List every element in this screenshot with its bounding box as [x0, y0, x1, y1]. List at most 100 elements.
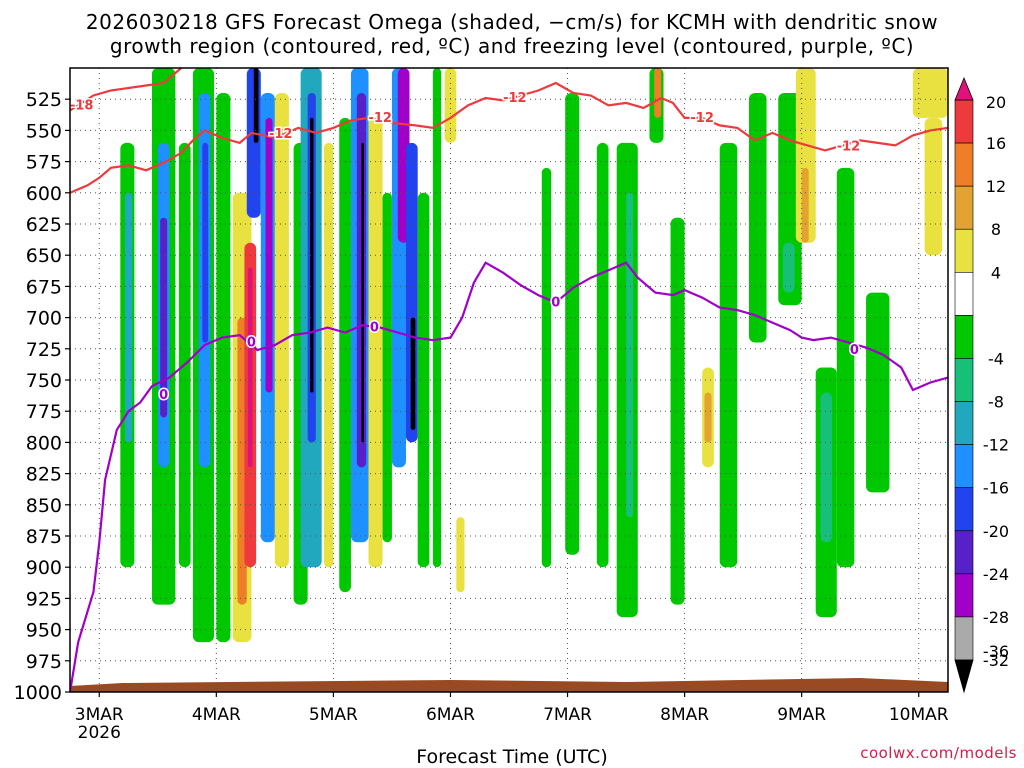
omega-cell [247, 267, 253, 468]
colorbar-tick-label: -32 [983, 651, 1009, 670]
omega-cell [719, 142, 738, 568]
omega-cell [565, 92, 580, 555]
colorbar-bottom-arrow [954, 659, 974, 694]
x-year-label: 2026 [78, 723, 121, 743]
omega-cell [274, 92, 289, 568]
y-tick-label: 775 [26, 401, 62, 423]
colorbar-bin [954, 315, 974, 359]
colorbar: 20 16 12 8 4 -4 -8 -12 -16 -20 -24 -28 -32-36 [954, 76, 1009, 694]
omega-cell [361, 142, 364, 443]
x-tick-label: 6MAR [426, 705, 475, 725]
freezing-contour-label: 0 [159, 388, 168, 403]
ground-surface [70, 678, 948, 692]
axes: 525 550 575 600 625 650 675 700 725 750 775 800 825 8… [14, 89, 949, 743]
freezing-contour-label: 0 [551, 296, 560, 311]
x-tick-label: 3MAR [75, 705, 124, 725]
omega-cell [782, 242, 795, 293]
omega-cell [356, 92, 367, 468]
chart-subtitle: growth region (contoured, red, ºC) and f… [109, 34, 915, 58]
y-tick-label: 575 [26, 152, 62, 174]
colorbar-tick-label: -12 [983, 436, 1009, 455]
omega-cell [654, 68, 662, 118]
y-tick-label: 700 [26, 308, 62, 330]
freezing-level-contour [70, 261, 948, 692]
omega-cell [912, 68, 948, 118]
y-tick-label: 625 [26, 214, 62, 236]
x-tick-label: 5MAR [309, 705, 358, 725]
y-tick-label: 725 [26, 339, 62, 361]
colorbar-bin [954, 185, 974, 230]
omega-cell [456, 517, 465, 593]
colorbar-bin [954, 272, 974, 316]
omega-cell [924, 117, 943, 256]
y-tick-label: 650 [26, 245, 62, 267]
colorbar-bin [954, 444, 974, 488]
colorbar-bin [954, 573, 974, 618]
colorbar-tick-label: -8 [988, 393, 1004, 412]
x-tick-label: 10MAR [889, 705, 949, 725]
colorbar-tick-label: 16 [986, 134, 1006, 153]
omega-cell [626, 192, 634, 518]
omega-cell [596, 142, 609, 568]
omega-cell [253, 68, 259, 143]
colorbar-bin [954, 358, 974, 402]
colorbar-tick-label: -20 [983, 522, 1009, 541]
omega-cell [704, 392, 712, 443]
omega-cell [836, 167, 855, 568]
colorbar-bin [954, 99, 974, 144]
colorbar-tick-label: 20 [986, 93, 1006, 112]
colorbar-bin [954, 228, 974, 273]
dgz-contour-label: -12 [503, 91, 527, 106]
dgz-contour-label: -12 [368, 111, 392, 126]
omega-cell [216, 92, 231, 643]
y-tick-label: 600 [26, 183, 62, 205]
credit-link[interactable]: coolwx.com/models [860, 744, 1017, 762]
colorbar-tick-label: -16 [983, 479, 1009, 498]
colorbar-tick-label: -36 [983, 642, 1009, 661]
omega-cell [178, 142, 191, 568]
freezing-contour-label: 0 [370, 321, 379, 336]
omega-cell [202, 142, 209, 343]
dgz-contour-label: -18 [70, 98, 94, 113]
y-tick-label: 1000 [14, 682, 62, 704]
y-tick-label: 525 [26, 89, 62, 111]
omega-cell [801, 167, 809, 243]
colorbar-bin [954, 616, 974, 661]
omega-cell [820, 392, 833, 543]
x-tick-label: 4MAR [192, 705, 241, 725]
x-tick-label: 8MAR [660, 705, 709, 725]
omega-cell [410, 317, 416, 430]
colorbar-tick-label: 4 [991, 263, 1001, 282]
omega-cell [309, 117, 314, 393]
y-tick-label: 950 [26, 620, 62, 642]
y-tick-label: 675 [26, 276, 62, 298]
colorbar-tick-label: 8 [991, 220, 1001, 239]
y-tick-label: 550 [26, 120, 62, 142]
y-tick-label: 800 [26, 432, 62, 454]
plot-area: -12 -12 -12 -12 -12 -18 0 0 0 0 0 [70, 68, 948, 692]
chart-title: 2026030218 GFS Forecast Omega (shaded, −… [85, 10, 939, 34]
y-tick-label: 875 [26, 526, 62, 548]
omega-cell [265, 117, 273, 393]
y-tick-label: 975 [26, 651, 62, 673]
omega-cell [417, 192, 430, 568]
colorbar-tick-label: 12 [986, 177, 1006, 196]
omega-cell [339, 117, 351, 593]
colorbar-tick-label: -28 [983, 608, 1009, 627]
colorbar-bin [954, 487, 974, 532]
omega-cell [382, 192, 392, 543]
colorbar-tick-label: -24 [983, 565, 1009, 584]
y-tick-label: 850 [26, 495, 62, 517]
x-axis-label: Forecast Time (UTC) [416, 746, 608, 768]
omega-cell [795, 68, 816, 243]
dgz-contour-label: -12 [690, 111, 714, 126]
omega-cell [866, 292, 890, 493]
omega-cell [432, 68, 442, 568]
x-tick-label: 9MAR [777, 705, 826, 725]
omega-cell [444, 68, 457, 143]
omega-cell [324, 142, 334, 568]
y-tick-label: 825 [26, 464, 62, 486]
omega-cell [541, 167, 552, 568]
omega-cell [160, 217, 168, 418]
omega-cell [237, 317, 247, 605]
